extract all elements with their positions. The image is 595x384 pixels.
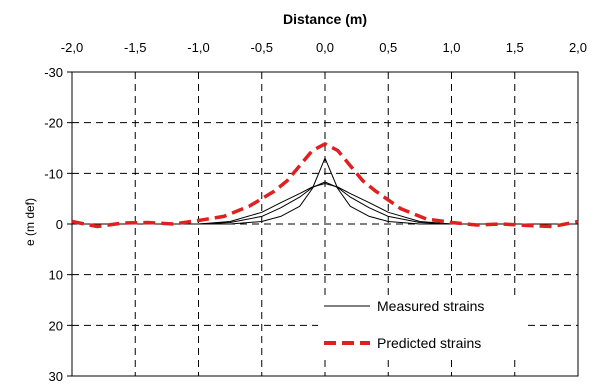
y-tick-label: 10 <box>49 268 63 283</box>
x-tick-label: -0,5 <box>251 40 273 55</box>
x-tick-label: 1,5 <box>506 40 524 55</box>
series-line-predicted <box>71 142 579 229</box>
x-axis-title: Distance (m) <box>283 11 367 27</box>
y-tick-label: 20 <box>49 318 63 333</box>
legend-label-predicted: Predicted strains <box>377 335 481 351</box>
y-axis-label: e (m def) <box>23 198 37 246</box>
x-tick-label: -1,5 <box>124 40 146 55</box>
x-tick-label: 0,0 <box>316 40 334 55</box>
series-line-measured-2 <box>72 183 578 225</box>
series-line-measured-1 <box>72 181 578 225</box>
x-tick-label: 0,5 <box>379 40 397 55</box>
x-tick-label: 1,0 <box>442 40 460 55</box>
y-axis-label-text: e (m def) <box>23 198 37 246</box>
x-tick-label: 2,0 <box>569 40 587 55</box>
y-tick-label: 0 <box>56 217 63 232</box>
y-tick-label: -10 <box>44 166 63 181</box>
legend: Measured strains Predicted strains <box>318 295 528 359</box>
series-lines <box>71 142 579 229</box>
x-tick-labels: -2,0 -1,5 -1,0 -0,5 0,0 0,5 1,0 1,5 2,0 <box>61 40 587 55</box>
x-tick-label: -1,0 <box>187 40 209 55</box>
x-tick-label: -2,0 <box>61 40 83 55</box>
series-line-measured-0 <box>72 157 578 225</box>
legend-label-measured: Measured strains <box>377 298 484 314</box>
y-tick-labels: -30 -20 -10 0 10 20 30 <box>44 65 72 384</box>
y-tick-label: 30 <box>49 369 63 384</box>
y-tick-label: -20 <box>44 116 63 131</box>
y-tick-label: -30 <box>44 65 63 80</box>
